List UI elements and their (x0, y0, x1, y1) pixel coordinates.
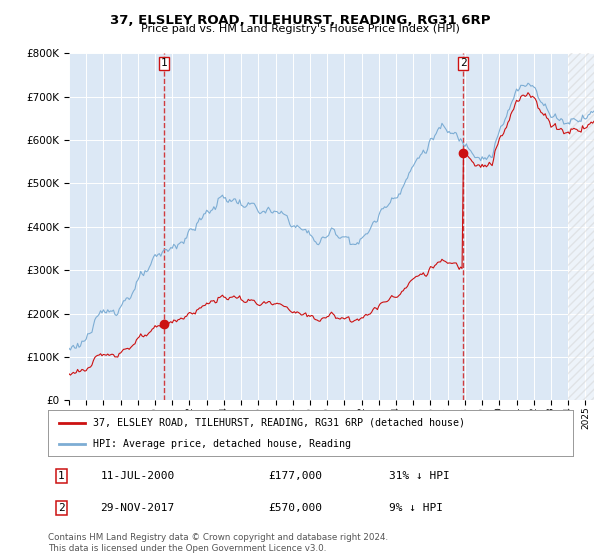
Text: Price paid vs. HM Land Registry's House Price Index (HPI): Price paid vs. HM Land Registry's House … (140, 24, 460, 34)
Text: 37, ELSLEY ROAD, TILEHURST, READING, RG31 6RP: 37, ELSLEY ROAD, TILEHURST, READING, RG3… (110, 14, 490, 27)
Text: 2: 2 (58, 503, 65, 513)
Text: 31% ↓ HPI: 31% ↓ HPI (389, 471, 450, 481)
Text: 11-JUL-2000: 11-JUL-2000 (101, 471, 175, 481)
Text: 1: 1 (161, 58, 167, 68)
Text: 1: 1 (58, 471, 65, 481)
Text: 9% ↓ HPI: 9% ↓ HPI (389, 503, 443, 513)
Text: 2: 2 (460, 58, 467, 68)
Text: £177,000: £177,000 (269, 471, 323, 481)
Text: Contains HM Land Registry data © Crown copyright and database right 2024.
This d: Contains HM Land Registry data © Crown c… (48, 533, 388, 553)
Text: 29-NOV-2017: 29-NOV-2017 (101, 503, 175, 513)
Text: £570,000: £570,000 (269, 503, 323, 513)
Polygon shape (568, 53, 594, 400)
Text: HPI: Average price, detached house, Reading: HPI: Average price, detached house, Read… (92, 439, 350, 449)
Text: 37, ELSLEY ROAD, TILEHURST, READING, RG31 6RP (detached house): 37, ELSLEY ROAD, TILEHURST, READING, RG3… (92, 418, 464, 428)
